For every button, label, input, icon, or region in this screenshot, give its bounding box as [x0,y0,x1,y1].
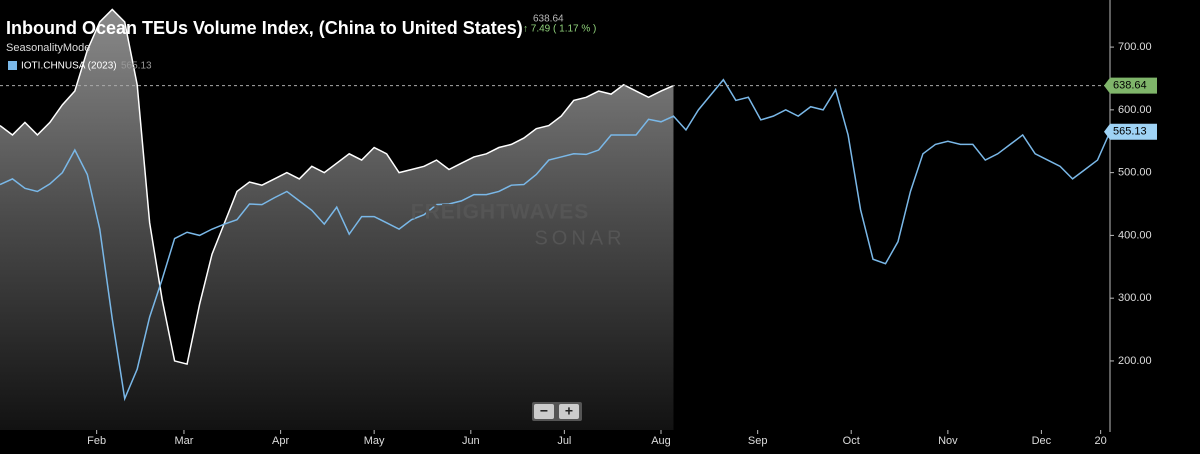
line [0,78,1111,402]
legend-label: IOTI.CHNUSA (2023) [21,61,117,72]
value-tag-label: 638.64 [1113,80,1147,92]
zoom-in-label: + [565,403,573,419]
value-tag [1104,123,1157,140]
x-tick-label: Apr [272,435,289,447]
chart-title: Inbound Ocean TEUs Volume Index, (China … [6,18,523,38]
x-tick-label: Dec [1032,435,1052,447]
watermark: FREIGHTWAVES [411,201,589,224]
x-tick-label: Jul [557,435,571,447]
line [0,8,674,366]
x-tick-label: Oct [843,435,860,447]
plot: 200.00 300.00 400.00 500.00 600.00 700.00 Feb M… [0,0,1157,447]
x-tick-label: Mar [174,435,193,447]
y-tick-label: 400.00 [1118,229,1152,241]
x-tick-label: Jun [462,435,480,447]
zoom-in[interactable] [559,404,579,419]
area [0,9,674,431]
y-tick-label: 600.00 [1118,104,1152,116]
x-tick-label: Nov [938,435,958,447]
zoom-out-label: − [540,403,548,419]
y-tick-label: 200.00 [1118,355,1152,367]
x-tick-label: Aug [651,435,671,447]
legend-value: 565.13 [121,61,152,72]
zoom-out[interactable] [534,404,554,419]
x-tick-label: May [364,435,385,447]
value-tag [1104,77,1157,94]
change: ↑ 7.49 ( 1.17 % ) [523,24,596,35]
value-tag-label: 565.13 [1113,126,1147,138]
y-tick-label: 700.00 [1118,41,1152,53]
subtitle: SeasonalityMode [6,42,90,54]
legend-swatch [8,61,17,70]
y-tick-label: 300.00 [1118,292,1152,304]
y-tick-label: 500.00 [1118,167,1152,179]
x-tick-label: Feb [87,435,106,447]
watermark: SONAR [534,227,625,249]
x-tick-label: 20 [1095,435,1107,447]
current-value: 638.64 [533,14,564,25]
x-tick-label: Sep [748,435,768,447]
